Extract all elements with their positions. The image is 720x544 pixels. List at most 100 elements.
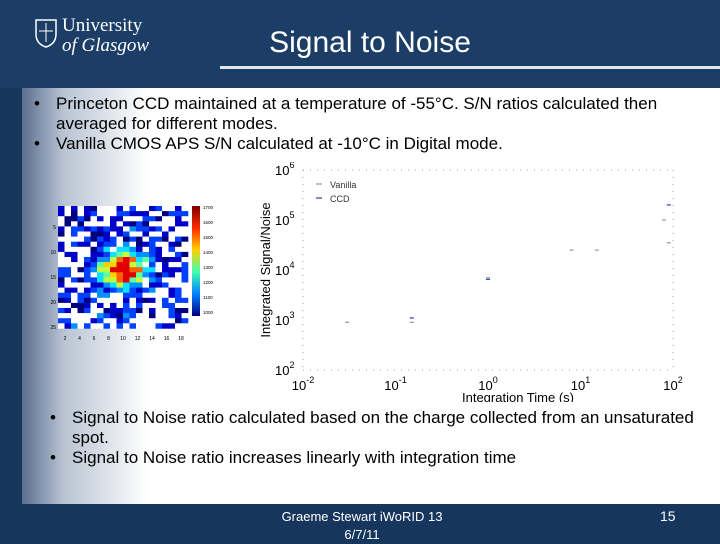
heatmap-cell	[168, 251, 176, 258]
heatmap-cell	[110, 216, 117, 222]
heatmap-cell	[58, 216, 65, 222]
heatmap-cell	[103, 216, 111, 222]
heatmap-cell	[71, 226, 78, 232]
heatmap-cell	[129, 272, 137, 278]
heatmap-cell	[129, 236, 137, 242]
bullet-item: • Vanilla CMOS APS S/N calculated at -10°…	[28, 134, 688, 154]
heatmap-cell	[103, 262, 111, 268]
heatmap-cell	[84, 211, 91, 217]
heatmap-cell	[155, 231, 163, 237]
heatmap-cell	[149, 292, 156, 299]
heatmap-cell	[136, 282, 143, 288]
heatmap-cell	[123, 308, 130, 314]
heatmap-cell	[103, 246, 111, 253]
heatmap-cell	[77, 323, 85, 329]
heatmap-cell	[136, 231, 143, 237]
heatmap-cell	[162, 313, 169, 319]
heatmap-cell	[97, 211, 104, 217]
heatmap-cell	[123, 216, 130, 222]
heatmap-cell	[84, 308, 91, 314]
heatmap-cell	[90, 241, 98, 248]
heatmap-cell	[136, 206, 143, 212]
heatmap-cell	[155, 262, 163, 268]
heatmap-y-tick: 10	[50, 250, 56, 256]
heatmap-cell	[149, 241, 156, 248]
heatmap-cell	[162, 267, 169, 273]
colorbar-tick: 1300	[203, 265, 214, 270]
heatmap-cell	[181, 236, 189, 242]
heatmap-cell	[58, 267, 65, 273]
heatmap-cell	[103, 308, 111, 314]
heatmap-cell	[142, 231, 150, 237]
y-tick-labels: 102 103 104 105 106	[275, 162, 294, 378]
heatmap-cell	[168, 246, 176, 253]
heatmap-cell	[71, 267, 78, 273]
heatmap-cell	[97, 206, 104, 212]
heatmap-cell	[90, 323, 98, 329]
heatmap-cell	[175, 246, 182, 253]
heatmap-cell	[71, 257, 78, 263]
heatmap-cell	[181, 308, 189, 314]
heatmap-cell	[90, 282, 98, 288]
heatmap-cell	[155, 267, 163, 273]
bullet-item: • Signal to Noise ratio calculated based …	[44, 408, 704, 448]
heatmap-cell	[136, 246, 143, 253]
heatmap-cell	[77, 241, 85, 248]
heatmap-cell	[181, 251, 189, 258]
heatmap-x-tick: 18	[178, 336, 184, 342]
heatmap-cell	[168, 226, 176, 232]
heatmap-cell	[71, 251, 78, 258]
heatmap-cell	[129, 262, 137, 268]
heatmap-cell	[155, 216, 163, 222]
heatmap-x-tick: 8	[107, 336, 110, 342]
heatmap-cell	[168, 282, 176, 288]
heatmap-cell	[155, 302, 163, 309]
heatmap-cell	[103, 251, 111, 258]
heatmap-cell	[103, 282, 111, 288]
heatmap-cell	[155, 313, 163, 319]
heatmap-cell	[142, 318, 150, 324]
heatmap-cell	[149, 318, 156, 324]
heatmap-cell	[136, 318, 143, 324]
legend-label: Vanilla	[330, 180, 356, 190]
heatmap-cell	[97, 257, 104, 263]
heatmap-cell	[90, 216, 98, 222]
heatmap-cell	[110, 308, 117, 314]
bullet-text: Princeton CCD maintained at a temperatur…	[56, 94, 658, 133]
heatmap-cell	[162, 297, 169, 304]
heatmap-cell	[142, 308, 150, 314]
heatmap-cell	[97, 241, 104, 248]
y-tick-label: 103	[275, 310, 294, 328]
heatmap-cell	[136, 297, 143, 304]
heatmap-cell	[58, 251, 65, 258]
heatmap-cell	[97, 287, 104, 293]
heatmap-y-tick: 5	[53, 225, 56, 231]
heatmap-cell	[123, 231, 130, 237]
heatmap-cell	[136, 272, 143, 278]
heatmap-cell	[175, 241, 182, 248]
heatmap-cell	[162, 206, 169, 212]
heatmap-cell	[142, 221, 150, 227]
heatmap-cell	[149, 302, 156, 309]
heatmap-cells	[58, 206, 189, 329]
heatmap-cell	[77, 211, 85, 217]
bullet-text: Signal to Noise ratio increases linearly…	[72, 448, 517, 467]
heatmap-cell	[103, 267, 111, 273]
heatmap-cell	[129, 318, 137, 324]
heatmap-cell	[110, 236, 117, 242]
heatmap-cell	[90, 292, 98, 299]
heatmap-cell	[129, 282, 137, 288]
heatmap-cell	[58, 246, 65, 253]
heatmap-cell	[181, 206, 189, 212]
heatmap-cell	[110, 231, 117, 237]
heatmap-cell	[162, 226, 169, 232]
heatmap-y-ticks: 5 10 15 20 25	[50, 225, 56, 331]
heatmap-cell	[129, 226, 137, 232]
heatmap-cell	[110, 221, 117, 227]
heatmap-cell	[97, 262, 104, 268]
heatmap-cell	[84, 272, 91, 278]
heatmap-cell	[162, 302, 169, 309]
heatmap-cell	[136, 323, 143, 329]
title-underline	[220, 66, 720, 69]
heatmap-cell	[64, 318, 72, 324]
